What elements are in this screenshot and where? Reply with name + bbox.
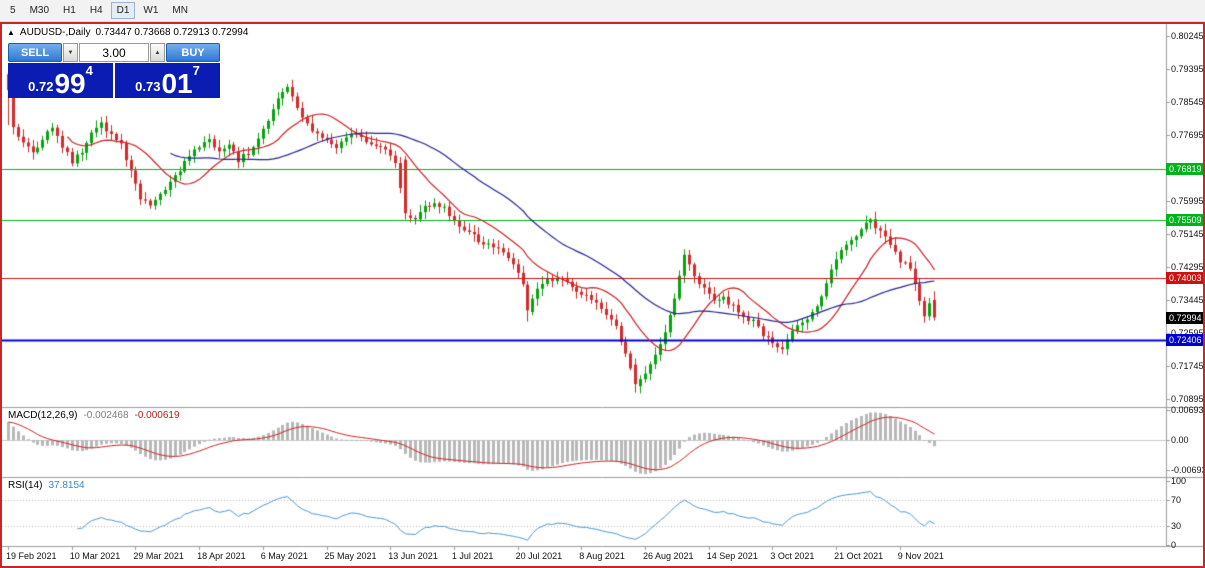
level-price-label: 0.74003 [1166,272,1203,285]
symbol-title: AUDUSD-,Daily [19,27,91,38]
date-axis-label: 21 Oct 2021 [834,551,884,561]
buy-button[interactable]: BUY [166,43,220,62]
timeframe-button-d1[interactable]: D1 [110,2,136,19]
volume-input[interactable] [79,43,149,62]
date-axis-label: 25 May 2021 [324,551,377,561]
macd-axis-label: 0.00 [1171,435,1189,445]
level-price-label: 0.76819 [1166,163,1203,175]
date-axis-label: 9 Nov 2021 [897,551,944,561]
ask-price-pipette: 7 [192,63,200,78]
price-axis-label: 0.74295 [1171,262,1204,272]
ohlc-values: 0.73447 0.73668 0.72913 0.72994 [95,27,249,38]
date-axis-label: 14 Sep 2021 [706,551,758,561]
price-axis-label: 0.75995 [1171,196,1204,206]
trade-panel-controls: SELL ▼ ▲ BUY [8,43,220,62]
rsi-value: 37.8154 [48,480,85,491]
macd-signal-value: -0.000619 [134,410,180,421]
current-price-label: 0.72994 [1166,311,1203,324]
date-axis-label: 20 Jul 2021 [515,551,563,561]
time-axis[interactable]: 19 Feb 2021 10 Mar 2021 29 Mar 2021 18 Apr … [2,546,1166,566]
price-axis-label: 0.71745 [1171,361,1204,371]
rsi-indicator-label: RSI(14) 37.8154 [8,480,85,491]
price-axis-label: 0.79395 [1171,64,1204,74]
date-axis-label: 8 Aug 2021 [579,551,625,561]
timeframe-button-h1[interactable]: H1 [57,2,82,19]
date-axis-label: 1 Jul 2021 [451,551,494,561]
rsi-title: RSI(14) [8,480,43,491]
price-axis-label: 0.78545 [1171,97,1204,107]
rsi-axis-label: 30 [1171,520,1182,531]
price-axis-label: 0.75145 [1171,229,1204,239]
price-axis-label: 0.80245 [1171,31,1204,41]
macd-axis-label: -0.006936 [1171,465,1203,475]
date-axis-label: 18 Apr 2021 [197,551,246,561]
bid-price-pipette: 4 [85,63,93,78]
macd-indicator-label: MACD(12,26,9) -0.002468 -0.000619 [8,410,180,421]
rsi-axis-label: 70 [1171,495,1182,506]
volume-up-button[interactable]: ▲ [150,43,165,62]
macd-title: MACD(12,26,9) [8,410,78,421]
date-axis-label: 19 Feb 2021 [6,551,57,561]
one-click-trade-panel: SELL ▼ ▲ BUY 0.72 99 4 0.73 01 7 [8,43,220,98]
chart-window: ▲ AUDUSD-,Daily 0.73447 0.73668 0.72913 … [0,22,1205,568]
timeframe-button-m30[interactable]: M30 [24,2,55,19]
timeframe-button-w1[interactable]: W1 [137,2,164,19]
date-axis-label: 10 Mar 2021 [69,551,121,561]
date-axis-label: 26 Aug 2021 [643,551,694,561]
timeframe-button-mn[interactable]: MN [166,2,194,19]
rsi-axis-label: 100 [1171,476,1187,486]
macd-main-value: -0.002468 [83,410,129,421]
price-axis-label: 0.77695 [1171,130,1204,140]
price-axis-label: 0.70895 [1171,394,1204,404]
ask-price-big-digits: 01 [161,68,193,99]
date-axis-label: 6 May 2021 [260,551,308,561]
bid-price-display[interactable]: 0.72 99 4 [8,63,113,98]
ask-price-prefix: 0.73 [135,79,161,94]
level-price-label: 0.75509 [1166,213,1203,226]
level-price-label: 0.72406 [1166,334,1203,347]
trade-panel-prices: 0.72 99 4 0.73 01 7 [8,63,220,98]
bid-price-prefix: 0.72 [28,79,54,94]
ask-price-display[interactable]: 0.73 01 7 [115,63,220,98]
timeframe-toolbar: 5 M30 H1 H4 D1 W1 MN [0,0,1205,22]
timeframe-button-h4[interactable]: H4 [84,2,109,19]
one-click-collapse-icon[interactable]: ▲ [7,27,15,37]
chart-title: ▲ AUDUSD-,Daily 0.73447 0.73668 0.72913 … [7,27,248,38]
volume-down-button[interactable]: ▼ [63,43,78,62]
rsi-axis-label: 0 [1171,540,1177,550]
bid-price-big-digits: 99 [54,68,86,99]
date-axis-label: 3 Oct 2021 [770,551,815,561]
date-axis-label: 29 Mar 2021 [133,551,184,561]
timeframe-button-5[interactable]: 5 [4,2,22,19]
macd-axis-label: 0.006936 [1171,405,1205,415]
price-axis-label: 0.73445 [1171,295,1204,305]
sell-button[interactable]: SELL [8,43,62,62]
date-axis-label: 13 Jun 2021 [388,551,438,561]
chart-canvas[interactable] [2,24,1203,566]
price-axis[interactable]: 0.802450.793950.785450.776950.768450.759… [1166,24,1203,566]
price-axis-label: 0.72595 [1171,328,1204,338]
